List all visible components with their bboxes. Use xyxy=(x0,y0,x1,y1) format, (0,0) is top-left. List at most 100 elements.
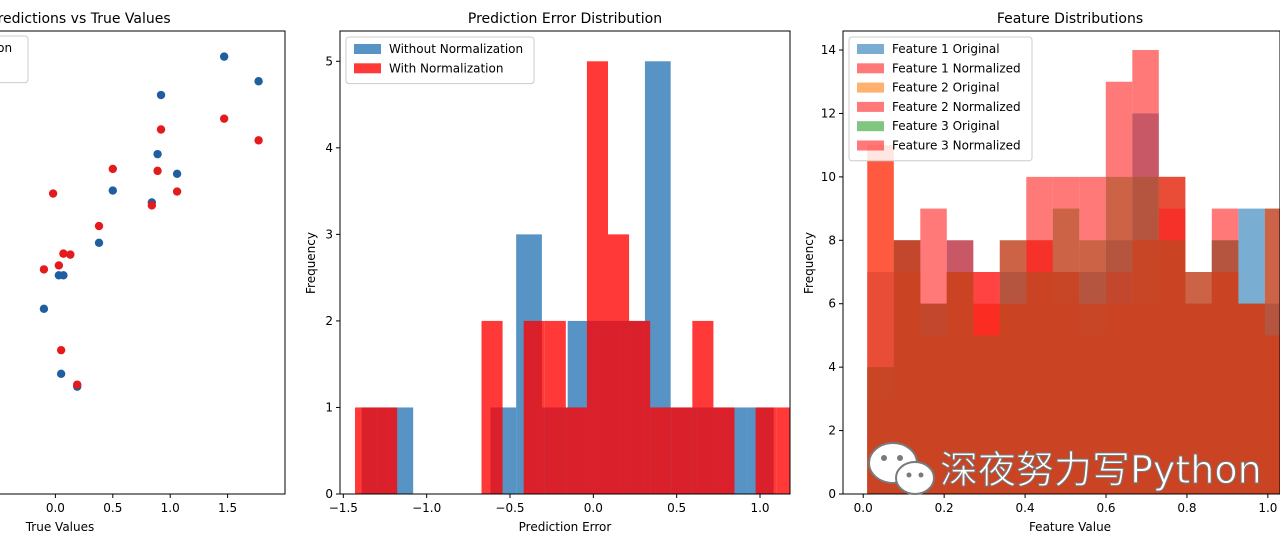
scatter-point-with-normalization xyxy=(39,265,49,274)
chart3-legend-swatch xyxy=(857,63,884,74)
scatter-point-without-normalization xyxy=(59,271,68,280)
chart2-ytick-label: 0 xyxy=(325,487,333,501)
chart2-bar-with-normalization xyxy=(544,320,566,494)
chart3-legend-label: Feature 3 Normalized xyxy=(892,139,1021,153)
histogram-prediction-error: Prediction Error Distribution Prediction… xyxy=(304,11,791,534)
chart3-bar-feature-3-normalized xyxy=(1211,208,1239,494)
chart3-bar-feature-3-normalized xyxy=(920,208,947,494)
chart3-bar-feature-3-normalized xyxy=(973,272,1000,494)
chart2-legend: Without Normalization With Normalization xyxy=(345,36,535,85)
scatter-point-with-normalization xyxy=(56,345,66,355)
scatter-point-with-normalization xyxy=(54,261,64,270)
scatter-chart-predictions: Predictions vs True Values True Values 0… xyxy=(0,11,286,534)
chart3-ytick-label: 2 xyxy=(828,424,836,438)
chart3-xtick-label: 0.4 xyxy=(1016,501,1035,515)
scatter-point-without-normalization xyxy=(56,369,66,379)
chart1-legend-frame xyxy=(0,35,29,84)
chart1-xtick-label: 1.0 xyxy=(161,501,180,515)
chart3-bar-feature-3-normalized xyxy=(946,240,974,494)
chart3-ytick-label: 14 xyxy=(821,43,836,57)
scatter-point-without-normalization xyxy=(94,238,104,247)
chart3-legend-swatch xyxy=(857,101,884,112)
chart2-legend-label: With Normalization xyxy=(389,61,503,75)
chart3-legend-label: Feature 2 Original xyxy=(892,81,1000,95)
scatter-point-with-normalization xyxy=(219,114,229,123)
chart3-ylabel: Frequency xyxy=(802,232,816,294)
scatter-point-with-normalization xyxy=(94,221,104,231)
chart3-legend-label: Feature 1 Normalized xyxy=(892,61,1021,75)
chart2-bar-with-normalization xyxy=(629,320,651,494)
chart2-bar-with-normalization xyxy=(481,320,503,494)
chart1-xtick-label: 1.5 xyxy=(218,501,237,515)
scatter-point-with-normalization xyxy=(147,201,157,210)
chart1-xtick-label: 0.0 xyxy=(46,501,65,515)
chart2-bar-with-normalization xyxy=(650,407,672,494)
chart2-ytick-label: 4 xyxy=(325,141,333,155)
chart3-xtick-label: 0.0 xyxy=(854,501,873,515)
chart2-bar-with-normalization xyxy=(671,407,693,494)
chart2-ytick-label: 1 xyxy=(325,400,333,414)
scatter-point-with-normalization xyxy=(73,380,82,389)
watermark-text: 深夜努力写Python xyxy=(940,448,1262,492)
chart3-legend-swatch xyxy=(857,82,884,93)
chart1-xtick-label: 0.5 xyxy=(103,501,122,515)
chart3-ytick-label: 6 xyxy=(828,297,836,311)
chart2-bar-with-normalization xyxy=(565,407,587,494)
chart2-xtick-label: 0.0 xyxy=(584,501,603,515)
chart3-legend-swatch xyxy=(857,140,884,151)
chart2-bar-with-normalization xyxy=(755,407,777,494)
chart1-xlabel: True Values xyxy=(25,520,95,534)
chart2-plot-frame xyxy=(339,30,791,495)
scatter-point-with-normalization xyxy=(254,136,263,145)
scatter-point-with-normalization xyxy=(48,189,58,198)
chart2-bar-with-normalization xyxy=(713,407,735,494)
scatter-point-without-normalization xyxy=(108,186,118,195)
chart2-legend-label: Without Normalization xyxy=(389,42,523,56)
chart2-legend-swatch xyxy=(354,63,381,74)
chart3-bar-feature-3-normalized xyxy=(1264,208,1280,494)
chart2-ytick-label: 5 xyxy=(325,54,333,68)
chart1-plot-frame xyxy=(0,30,286,495)
chart3-legend-label: Feature 3 Original xyxy=(892,119,1000,133)
chart3-bar-feature-3-normalized xyxy=(999,240,1027,494)
chart3-ytick-label: 8 xyxy=(828,233,836,247)
chart2-bar-with-normalization xyxy=(776,407,790,494)
chart3-legend-label: Feature 1 Original xyxy=(892,42,1000,56)
chart3-xlabel: Feature Value xyxy=(1029,520,1111,534)
chart2-xtick-label: −0.5 xyxy=(495,501,524,515)
scatter-point-without-normalization xyxy=(153,149,162,159)
chart2-ylabel: Frequency xyxy=(304,232,318,294)
scatter-point-without-normalization xyxy=(254,77,263,86)
chart3-xtick-label: 0.8 xyxy=(1177,501,1196,515)
chart3-bar-feature-3-normalized xyxy=(1238,303,1265,494)
chart2-ytick-label: 3 xyxy=(325,227,333,241)
chart3-legend: Feature 1 Original Feature 1 Normalized Fe… xyxy=(848,36,1033,162)
scatter-point-without-normalization xyxy=(39,304,49,313)
scatter-point-with-normalization xyxy=(172,187,182,196)
chart3-legend-swatch xyxy=(857,121,884,132)
chart3-legend-frame xyxy=(848,36,1033,162)
chart3-bar-feature-3-normalized xyxy=(1026,176,1053,494)
chart3-ytick-label: 0 xyxy=(828,487,836,501)
chart3-plot-frame xyxy=(842,30,1280,495)
scatter-point-with-normalization xyxy=(153,166,162,176)
chart3-ytick-label: 12 xyxy=(821,106,836,120)
chart2-bar-with-normalization xyxy=(608,234,630,494)
chart2-ytick-label: 2 xyxy=(325,314,333,328)
wechat-icon xyxy=(868,442,935,495)
chart1-legend-label: Without Normalization xyxy=(0,41,12,55)
chart3-xtick-label: 1.0 xyxy=(1258,501,1277,515)
chart3-bar-feature-3-normalized xyxy=(1132,50,1159,494)
scatter-point-with-normalization xyxy=(156,125,166,134)
chart3-ytick-label: 10 xyxy=(821,170,836,184)
chart2-bar-with-normalization xyxy=(586,61,608,494)
chart3-legend-label: Feature 2 Normalized xyxy=(892,100,1021,114)
chart3-legend-swatch xyxy=(857,44,884,54)
chart1-title: Predictions vs True Values xyxy=(0,11,171,27)
chart2-legend-frame xyxy=(345,36,535,85)
chart2-bar-with-normalization xyxy=(355,407,377,494)
chart2-title: Prediction Error Distribution xyxy=(468,11,662,27)
chart3-ytick-label: 4 xyxy=(828,360,836,374)
chart3-xtick-label: 0.2 xyxy=(935,501,954,515)
